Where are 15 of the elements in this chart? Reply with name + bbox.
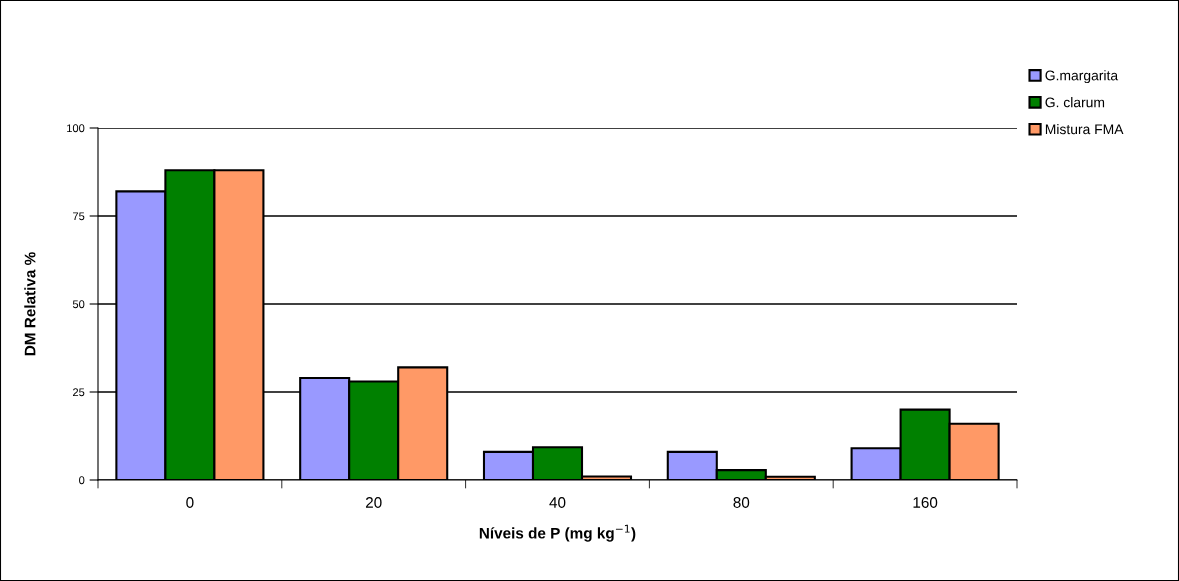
x-tick-label: 40 — [549, 497, 566, 508]
y-tick-label: 25 — [73, 388, 85, 397]
y-axis-title: DM Relativa % — [24, 252, 36, 356]
legend-label: G. clarum — [1045, 97, 1105, 108]
y-tick-label: 50 — [72, 300, 85, 309]
x-axis-title: Níveis de P (mg kg$^{−1}$) — [479, 524, 636, 542]
x-tick-label: 0 — [186, 497, 194, 508]
y-tick-label: 75 — [73, 212, 85, 221]
y-tick-label: 0 — [79, 476, 85, 485]
y-tick-label: 100 — [67, 124, 85, 133]
legend-label: Mistura FMA — [1045, 123, 1124, 135]
x-tick-label: 20 — [365, 497, 382, 508]
x-tick-label: 160 — [913, 497, 938, 508]
x-tick-label: 80 — [733, 497, 750, 508]
legend-label: G.margarita — [1045, 70, 1119, 84]
